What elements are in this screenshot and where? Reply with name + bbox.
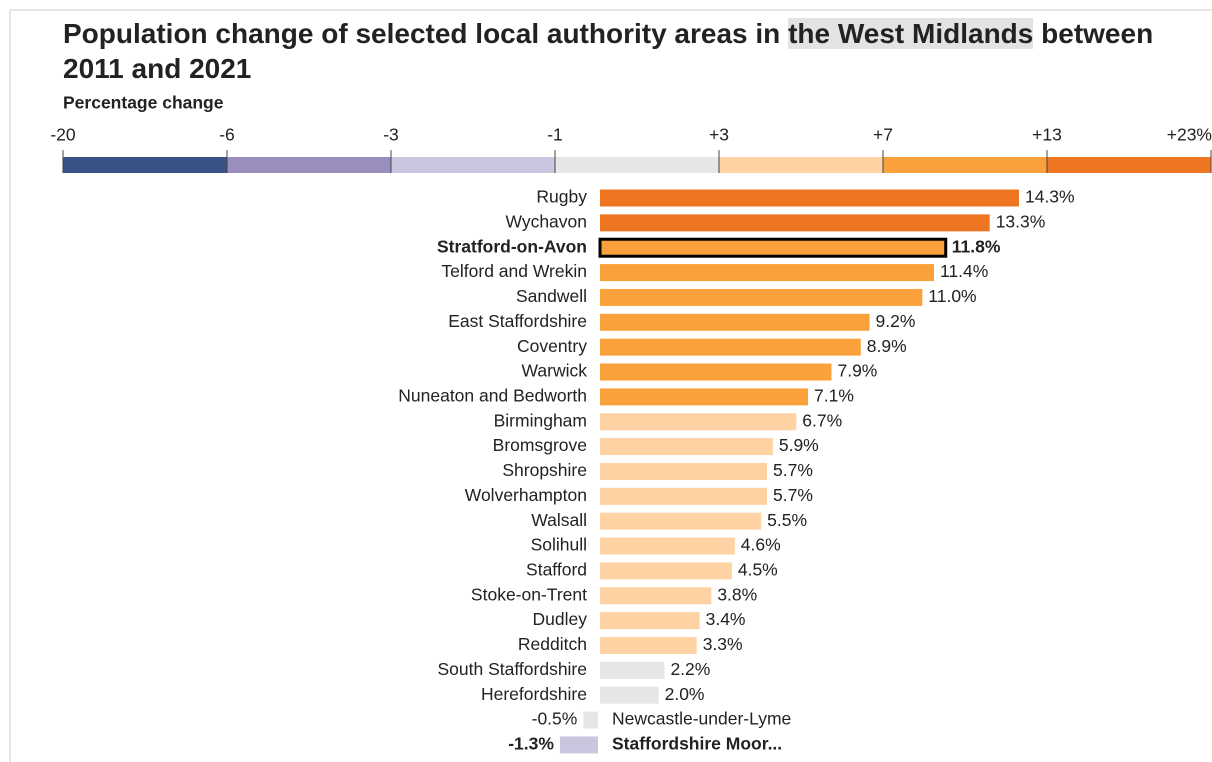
legend-swatch: [63, 157, 227, 173]
category-label: Wolverhampton: [465, 485, 587, 505]
value-label: 4.5%: [738, 560, 778, 580]
legend-title: Percentage change: [63, 93, 224, 113]
category-label: Birmingham: [494, 410, 587, 430]
bar: [600, 686, 659, 704]
category-label: Stratford-on-Avon: [437, 236, 587, 256]
category-label: Telford and Wrekin: [441, 261, 587, 281]
value-label: 2.0%: [665, 684, 705, 704]
bar: [600, 661, 665, 679]
legend-swatch: [1047, 157, 1211, 173]
category-label: Stoke-on-Trent: [471, 584, 587, 604]
legend-swatch: [555, 157, 719, 173]
value-label: -1.3%: [508, 734, 554, 754]
bar: [600, 338, 861, 356]
legend-tick-label: +7: [873, 125, 893, 145]
category-label: Bromsgrove: [493, 435, 587, 455]
value-label: 7.9%: [837, 361, 877, 381]
bar: [559, 736, 598, 754]
value-label: 11.8%: [952, 236, 1001, 256]
category-label: Nuneaton and Bedworth: [398, 386, 587, 406]
value-label: 3.3%: [703, 634, 743, 654]
bar: [600, 413, 797, 431]
category-label: Solihull: [531, 535, 587, 555]
category-label: Rugby: [536, 187, 587, 207]
legend-tick-label: -1: [547, 125, 563, 145]
category-label: Wychavon: [505, 211, 587, 231]
category-label: Warwick: [522, 361, 588, 381]
value-label: 6.7%: [802, 410, 842, 430]
category-label: East Staffordshire: [448, 311, 587, 331]
bar: [600, 636, 697, 654]
value-label: 13.3%: [996, 211, 1046, 231]
bar: [600, 438, 773, 456]
category-label: Shropshire: [502, 460, 587, 480]
bar: [600, 388, 809, 406]
value-label: 9.2%: [876, 311, 916, 331]
legend-swatch: [883, 157, 1047, 173]
bar: [600, 288, 923, 306]
bar: [583, 711, 598, 729]
legend-tick-label: +23%: [1167, 125, 1212, 145]
bar: [600, 587, 712, 605]
bar: [600, 363, 832, 381]
value-label: 2.2%: [670, 659, 710, 679]
bar: [600, 313, 870, 331]
value-label: 5.7%: [773, 460, 813, 480]
legend-tick-label: +13: [1032, 125, 1062, 145]
bar: [600, 264, 935, 282]
category-label: Staffordshire Moor...: [612, 734, 782, 754]
legend-swatch: [719, 157, 883, 173]
value-label: 5.7%: [773, 485, 813, 505]
category-label: Dudley: [533, 609, 588, 629]
value-label: 14.3%: [1025, 187, 1075, 207]
value-label: 11.0%: [928, 286, 976, 306]
bar: [600, 214, 990, 232]
value-label: 4.6%: [741, 535, 781, 555]
legend-tick-label: -6: [219, 125, 235, 145]
value-label: 5.5%: [767, 510, 807, 530]
category-label: Walsall: [531, 510, 587, 530]
bar: [600, 487, 768, 505]
value-label: -0.5%: [532, 709, 578, 729]
value-label: 3.8%: [717, 584, 757, 604]
category-label: South Staffordshire: [438, 659, 588, 679]
category-label: Newcastle-under-Lyme: [612, 709, 791, 729]
bar: [600, 462, 768, 480]
legend-tick-label: -20: [50, 125, 76, 145]
title-part: Population change of selected local auth…: [63, 18, 789, 49]
category-label: Sandwell: [516, 286, 587, 306]
legend-tick-label: -3: [383, 125, 399, 145]
value-label: 8.9%: [867, 336, 907, 356]
category-label: Coventry: [517, 336, 587, 356]
category-label: Stafford: [526, 560, 587, 580]
value-label: 7.1%: [814, 386, 854, 406]
value-label: 5.9%: [779, 435, 819, 455]
bar: [600, 562, 732, 580]
title-part: between 2011 and 2021: [63, 18, 1154, 84]
bar: [600, 189, 1019, 207]
category-label: Redditch: [518, 634, 587, 654]
legend-swatch: [227, 157, 391, 173]
legend-swatch: [391, 157, 555, 173]
bar: [600, 512, 762, 530]
legend-tick-label: +3: [709, 125, 729, 145]
bar: [600, 537, 735, 555]
chart-title: Population change of selected local auth…: [63, 16, 1183, 86]
value-label: 11.4%: [940, 261, 988, 281]
title-highlight: the West Midlands: [788, 18, 1034, 49]
bar: [600, 612, 700, 630]
bar: [598, 237, 948, 258]
value-label: 3.4%: [706, 609, 746, 629]
category-label: Herefordshire: [481, 684, 587, 704]
